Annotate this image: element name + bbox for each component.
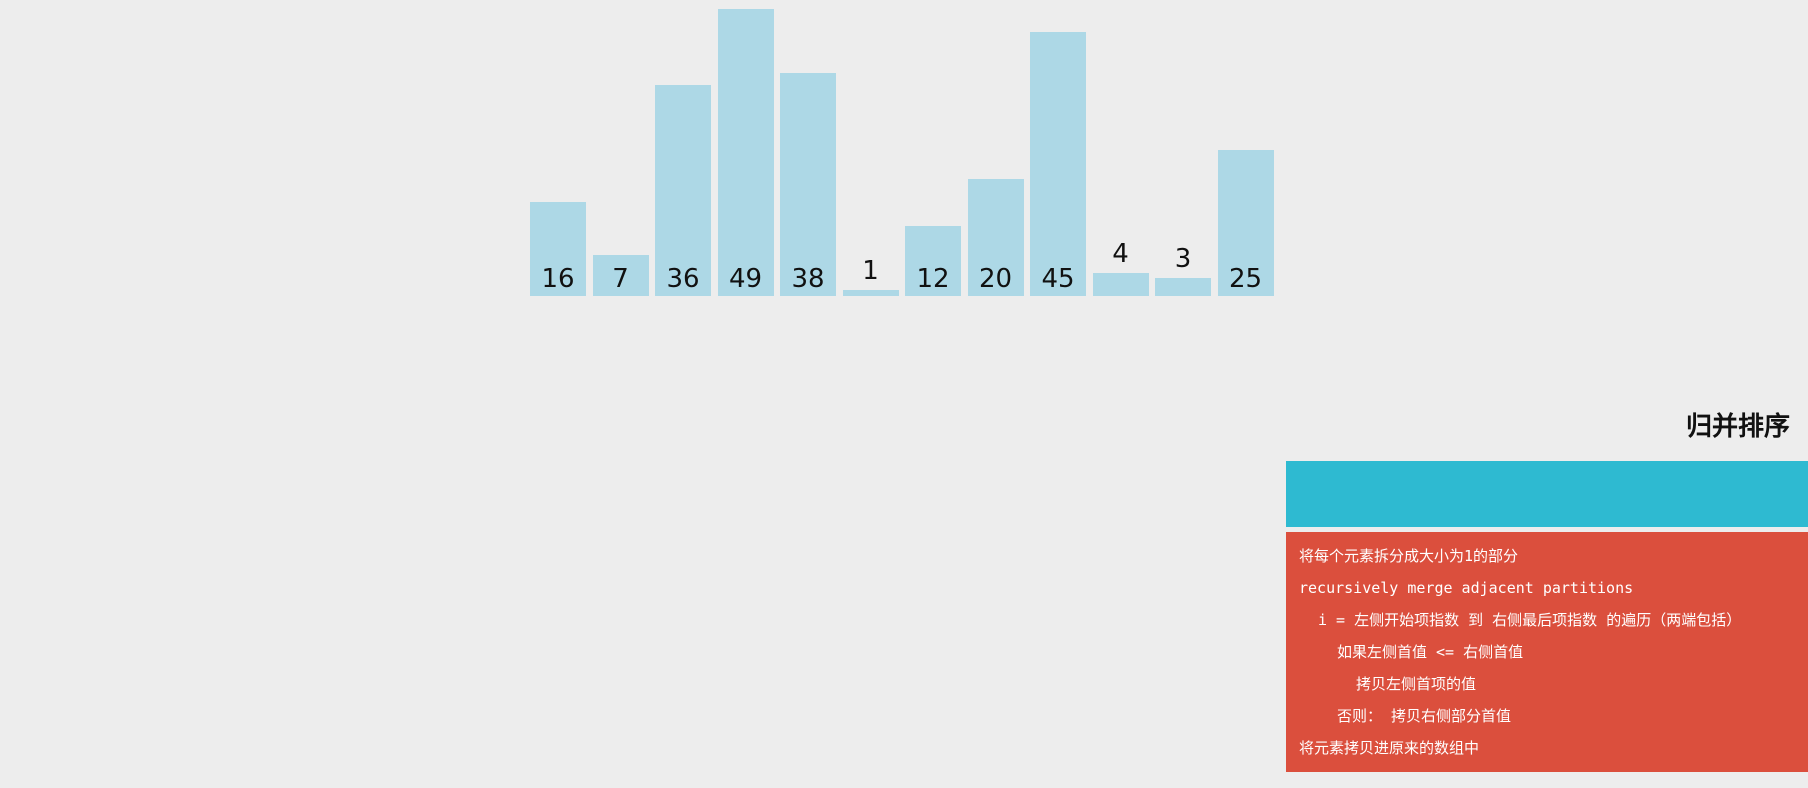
array-bar: [655, 85, 711, 296]
array-bar: [1030, 32, 1086, 296]
array-bar-value: 1: [862, 256, 879, 287]
pseudocode-line: 将每个元素拆分成大小为1的部分: [1299, 547, 1519, 565]
array-bar-chart: 16 7 36 49 38 1 12 20 45 4 3 25: [0, 0, 1808, 300]
array-bar-value: 4: [1112, 238, 1129, 269]
array-bar-value: 20: [978, 264, 1013, 294]
pseudocode-line: 如果左侧首值 <= 右侧首值: [1337, 643, 1524, 661]
array-bar: [967, 178, 1024, 296]
pseudocode-panel: 将每个元素拆分成大小为1的部分 recursively merge adjace…: [1286, 532, 1808, 772]
array-bar-value: 45: [1041, 264, 1075, 294]
status-box: [1286, 461, 1808, 527]
algorithm-title: 归并排序: [1685, 412, 1790, 442]
array-bar-value: 49: [728, 264, 763, 294]
array-bar: [592, 255, 649, 296]
array-bar-value: 36: [666, 264, 700, 294]
array-bar: [1092, 272, 1149, 296]
pseudocode-line: 拷贝左侧首项的值: [1356, 675, 1477, 693]
array-bar: [842, 290, 899, 296]
array-bar-value: 38: [791, 264, 825, 294]
array-bar-value: 12: [916, 264, 950, 294]
array-bar: [1217, 149, 1274, 296]
array-bar-value: 16: [541, 264, 575, 294]
array-bar: [780, 73, 836, 296]
array-bar-value: 3: [1174, 244, 1192, 275]
array-bar: [905, 225, 961, 296]
array-bar-value: 25: [1228, 264, 1263, 294]
array-bar: [717, 9, 774, 296]
array-bar: [530, 202, 586, 296]
pseudocode-line: 将元素拷贝进原来的数组中: [1299, 739, 1480, 757]
pseudocode-line: recursively merge adjacent partitions: [1299, 579, 1634, 597]
pseudocode-line: 否则： 拷贝右侧部分首值: [1337, 707, 1512, 725]
pseudocode-line: i = 左侧开始项指数 到 右侧最后项指数 的遍历（两端包括）: [1318, 611, 1742, 629]
array-bar: [1155, 278, 1211, 296]
array-bar-value: 7: [612, 264, 629, 294]
